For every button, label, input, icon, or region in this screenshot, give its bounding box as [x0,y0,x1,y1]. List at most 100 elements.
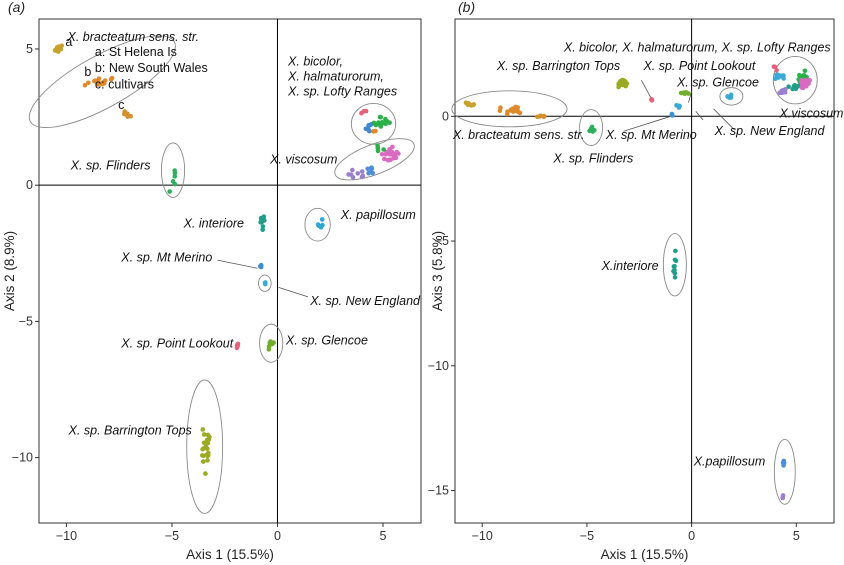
leader-line [695,111,704,121]
group-annotation: X. sp. Flinders [552,151,633,165]
panel-b: (b) −10 −5 0 5 0 −5 −10 −15 Axis 1 (15.5%) Axis 3 … [428,0,844,562]
point-bract_b [515,109,521,115]
point-interiore [260,224,266,229]
group-ellipse [334,138,415,181]
panel-a: (a) −10 −5 0 5 5 0 −5 −10 Axis 1 (15.5%) Axis 2 (8… [2,0,422,562]
group-annotation: X. sp. Point Lookout [642,59,755,73]
y-axis-title: Axis 2 (8.9%) [2,231,17,311]
point-bract_b [86,80,91,86]
x-tick-label: 0 [274,529,281,543]
point-viscosum_purple [346,172,351,177]
group-ellipse [772,55,818,105]
group-annotation: X. bicolor, [287,54,343,68]
point-viscosum_purple [350,167,355,173]
point-bract_c [121,111,127,117]
point-barrington [201,432,207,437]
point-bract_b [109,75,115,81]
group-annotation: X. sp. Barrington Tops [68,423,192,437]
point-lofty_blue [774,73,780,79]
point-pointlookout [234,342,240,348]
group-ellipse [451,90,568,128]
x-tick-label: 0 [688,529,695,543]
point-barrington [621,79,627,85]
group-ellipse [579,109,604,146]
group-ellipse [160,142,186,198]
point-papillosum [315,222,321,227]
point-lofty_teal [786,84,791,89]
point-viscosum_pink [388,149,393,155]
group-annotation: X.viscosum [779,107,844,121]
point-interiore [673,248,678,254]
point-viscosum_purple [360,173,366,179]
point-bicolor_pink [359,110,364,116]
point-flinders [167,189,172,194]
y-tick-label: −15 [428,484,449,498]
point-viscosum_purple [355,171,361,176]
leader-line [217,259,258,269]
group-annotation: X. sp. Glencoe [676,75,759,89]
point-barrington [204,452,210,458]
point-bract_b [497,108,503,114]
point-bicolor_green [377,114,383,120]
point-viscosum_pink [799,80,805,85]
group-annotation: X. halmaturorum, [287,69,384,83]
group-annotation: c [118,98,124,112]
point-bract_c [125,114,130,119]
point-newengland [262,280,268,285]
point-barrington [205,440,211,446]
group-annotation: X. sp. Glencoe [285,334,368,348]
point-interiore [259,219,265,225]
point-bicolor_green [376,120,381,125]
point-lofty_pink [774,67,779,73]
group-ellipse [350,103,397,145]
point-bract_c [537,114,543,119]
point-lofty_green [802,68,808,74]
point-papillosum [781,460,787,466]
group-ellipse [304,207,331,242]
point-viscosum_pink [807,77,812,83]
point-interiore [672,257,678,263]
group-annotation: X. papillosum [340,208,416,222]
point-barrington [203,471,208,476]
point-barrington [205,458,210,463]
point-viscosum_pink [379,151,385,157]
point-papillosum_purple [780,495,786,501]
point-lofty_pink [771,64,777,70]
point-interiore [260,227,265,233]
point-bract_b [504,111,510,117]
group-annotation: X.interiore [601,259,659,273]
leader-line [278,286,309,298]
point-glencoe [268,339,273,344]
leader-line [623,115,671,132]
x-tick-label: −10 [472,529,493,543]
point-papillosum [320,222,325,228]
plot-frame [454,18,835,524]
group-annotation: X. sp. Mt Merino [120,250,212,264]
point-flinders [172,181,178,187]
point-bract_a [463,100,469,106]
point-pointlookout [649,98,655,103]
point-flinders [589,124,595,130]
point-bract_c [541,114,547,120]
leader-line [688,91,692,103]
point-bract_a [468,103,474,108]
group-annotation: X. sp. Lofty Ranges [287,84,397,98]
point-mtmerino [669,112,675,118]
x-tick-label: 5 [793,529,800,543]
leader-line [641,79,652,98]
group-ellipse [259,323,284,363]
point-bract_b [99,81,105,87]
group-annotation: X. sp. New England [309,294,421,308]
group-annotation: c: cultivars [95,77,154,91]
point-viscosum_purple [359,169,365,174]
point-viscosum_purple [778,90,783,96]
point-glencoe_blue [677,103,682,109]
group-ellipse [28,35,176,128]
group-annotation: X. sp. New England [714,124,826,138]
group-annotation: b [84,65,91,79]
x-tick-label: −10 [56,529,77,543]
group-annotation: a: St Helena Is [95,45,177,59]
point-barrington [199,453,205,458]
x-axis-title: Axis 1 (15.5%) [601,547,689,562]
